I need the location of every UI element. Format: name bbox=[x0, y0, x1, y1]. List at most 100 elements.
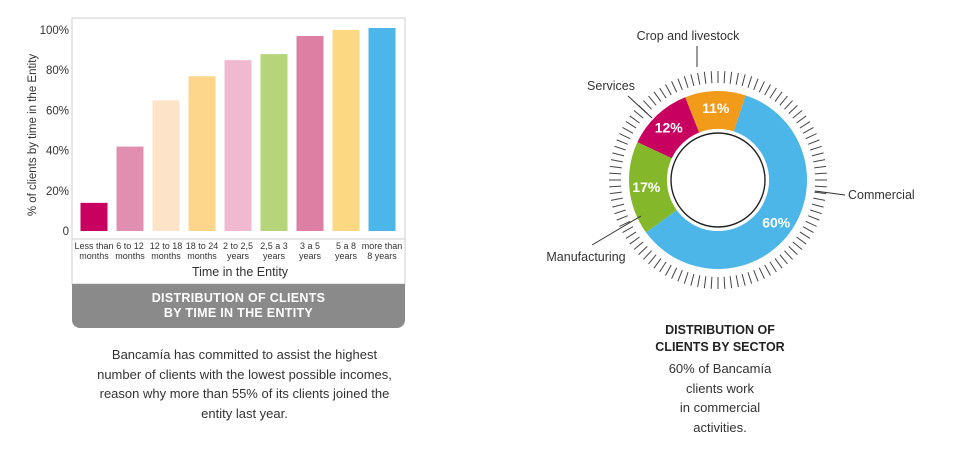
ring-tick bbox=[612, 203, 625, 208]
ring-tick bbox=[810, 209, 822, 215]
ring-tick bbox=[643, 100, 652, 110]
ring-tick bbox=[671, 81, 678, 93]
bar-desc-line-3: reason why more than 55% of its clients … bbox=[99, 386, 390, 401]
ring-tick bbox=[796, 236, 807, 245]
bar-chart-title: DISTRIBUTION OF CLIENTS BY TIME IN THE E… bbox=[72, 284, 405, 328]
donut-hole bbox=[667, 129, 769, 231]
ring-tick bbox=[810, 145, 822, 151]
ring-tick bbox=[779, 254, 788, 265]
ring-tick bbox=[774, 91, 783, 102]
ring-tick bbox=[710, 276, 713, 289]
x-tick-label-line-2: months bbox=[187, 251, 217, 261]
ring-tick bbox=[769, 87, 777, 99]
ring-tick bbox=[735, 72, 739, 85]
ring-tick bbox=[703, 71, 707, 84]
slice-category-label: Services bbox=[587, 79, 635, 93]
ring-tick bbox=[729, 71, 733, 84]
x-tick-label: Less than bbox=[74, 241, 113, 251]
bar bbox=[368, 27, 396, 231]
x-tick-label: 12 to 18 bbox=[150, 241, 183, 251]
x-axis-label: Time in the Entity bbox=[192, 265, 289, 279]
ring-tick bbox=[813, 197, 826, 201]
ring-tick bbox=[758, 267, 765, 279]
ring-tick bbox=[609, 191, 622, 195]
x-tick-label: 6 to 12 bbox=[116, 241, 144, 251]
y-tick-label: 20% bbox=[46, 186, 69, 198]
pie-chart-description: 60% of Bancamía clients work in commerci… bbox=[600, 359, 840, 437]
y-tick-label: 0 bbox=[63, 226, 69, 238]
x-tick-label: 2 to 2,5 bbox=[223, 241, 253, 251]
donut-chart: 60% 17% 12% 11% Commercial Manufacturing Servi… bbox=[546, 29, 915, 289]
ring-tick bbox=[723, 276, 726, 289]
ring-tick bbox=[747, 272, 753, 284]
ring-tick bbox=[625, 121, 637, 129]
ring-tick bbox=[690, 273, 695, 286]
x-tick-label: more than bbox=[362, 241, 403, 251]
x-tick-label: 18 to 24 bbox=[186, 241, 219, 251]
ring-tick bbox=[643, 250, 652, 260]
x-tick-label-line-2: years bbox=[263, 251, 286, 261]
ring-tick bbox=[813, 159, 826, 163]
ring-tick bbox=[805, 133, 817, 140]
x-tick-label: 2,5 a 3 bbox=[260, 241, 288, 251]
ring-tick bbox=[616, 139, 628, 145]
ring-tick bbox=[703, 276, 707, 289]
ring-tick bbox=[612, 152, 625, 157]
ring-tick bbox=[802, 127, 814, 134]
x-tick-label-line-2: years bbox=[227, 251, 250, 261]
ring-tick bbox=[792, 241, 803, 250]
ring-tick bbox=[614, 209, 626, 215]
ring-tick bbox=[633, 110, 644, 119]
ring-tick bbox=[633, 241, 644, 250]
ring-tick bbox=[779, 95, 788, 106]
ring-tick bbox=[753, 270, 759, 282]
pie-desc-line-1: 60% of Bancamía bbox=[668, 361, 772, 376]
x-tick-label-line-2: years bbox=[299, 251, 322, 261]
pie-desc-line-3: in commercial bbox=[679, 400, 761, 415]
ring-tick bbox=[648, 254, 657, 265]
donut-slice bbox=[645, 95, 807, 270]
x-tick-label-line-2: months bbox=[115, 251, 145, 261]
ring-tick bbox=[814, 185, 827, 188]
ring-tick bbox=[697, 72, 701, 85]
donut-slice bbox=[637, 97, 700, 159]
slice-value-label: 12% bbox=[655, 120, 684, 136]
ring-tick bbox=[659, 87, 667, 99]
ring-tick bbox=[653, 91, 662, 102]
slice-value-label: 60% bbox=[762, 214, 791, 230]
ring-tick bbox=[747, 76, 753, 88]
bar bbox=[296, 36, 324, 231]
ring-tick bbox=[677, 78, 683, 90]
ring-tick bbox=[609, 172, 622, 175]
ring-tick bbox=[774, 258, 783, 269]
pie-title-line-2: CLIENTS BY SECTOR bbox=[655, 340, 785, 354]
bar bbox=[260, 54, 288, 232]
ring-tick bbox=[741, 273, 746, 286]
ring-tick bbox=[683, 76, 689, 88]
bar bbox=[116, 146, 144, 231]
slice-category-label: Crop and livestock bbox=[637, 29, 741, 43]
ring-tick bbox=[811, 203, 824, 208]
ring-tick bbox=[753, 78, 759, 90]
bar-chart-description: Bancamía has committed to assist the hig… bbox=[72, 345, 417, 423]
ring-tick bbox=[610, 159, 623, 163]
leader-line bbox=[591, 215, 642, 246]
ring-tick bbox=[616, 215, 628, 221]
ring-tick bbox=[758, 81, 765, 93]
ring-tick bbox=[784, 250, 793, 260]
ring-tick bbox=[625, 231, 637, 239]
pie-desc-line-2: clients work bbox=[686, 380, 754, 396]
slice-value-label: 17% bbox=[632, 179, 661, 195]
ring-tick bbox=[802, 226, 814, 233]
ring-tick bbox=[629, 115, 640, 124]
ring-tick bbox=[659, 261, 667, 273]
slice-category-label: Manufacturing bbox=[546, 250, 625, 264]
ring-tick bbox=[653, 258, 662, 269]
ring-tick bbox=[784, 100, 793, 110]
x-tick-label: 5 a 8 bbox=[336, 241, 356, 251]
ring-tick bbox=[735, 275, 739, 288]
bar-desc-line-4: entity last year. bbox=[201, 405, 288, 421]
y-axis-label: % of clients by time in the Entity bbox=[27, 54, 39, 217]
